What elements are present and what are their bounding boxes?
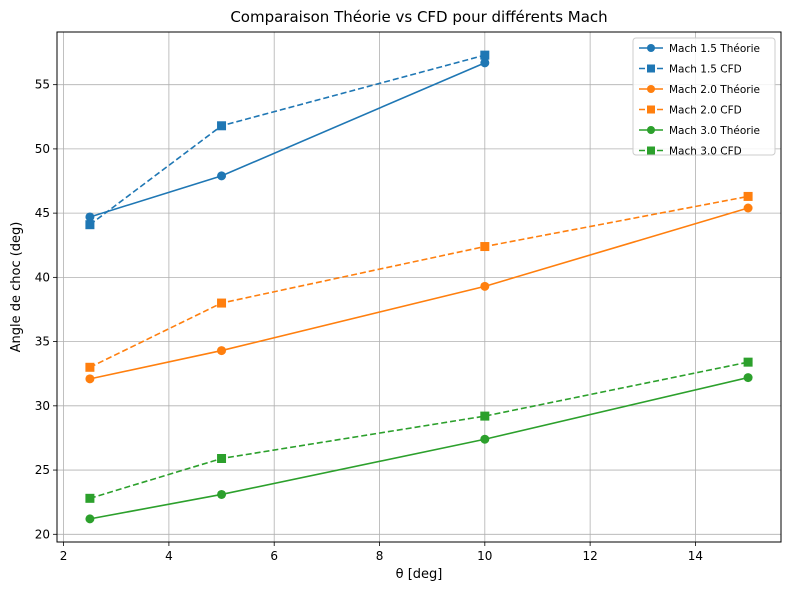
data-point (480, 434, 490, 444)
x-axis: 2 4 6 8 10 12 14 (60, 542, 703, 563)
data-point (743, 357, 753, 367)
data-point (85, 362, 95, 372)
series-mach-2-0-cfd (85, 191, 753, 372)
data-point (647, 64, 655, 73)
data-point (217, 171, 227, 181)
data-point (85, 220, 95, 230)
legend-label: Mach 1.5 CFD (669, 64, 742, 76)
series-line (89, 62, 486, 218)
legend-item: Mach 1.5 Théorie (639, 43, 760, 55)
data-point (85, 212, 95, 222)
legend-label: Mach 1.5 Théorie (669, 43, 760, 55)
data-point (480, 50, 490, 60)
data-point (480, 281, 490, 291)
legend-item: Mach 3.0 Théorie (639, 125, 760, 137)
x-tick-label: 14 (688, 549, 703, 563)
legend-item: Mach 1.5 CFD (639, 64, 742, 76)
data-point (217, 121, 227, 131)
y-axis: 20 25 30 35 40 45 50 55 (35, 78, 57, 541)
legend-item: Mach 2.0 Théorie (639, 84, 760, 96)
data-point (85, 374, 95, 384)
x-tick-label: 2 (60, 549, 68, 563)
y-tick-label: 50 (35, 142, 50, 156)
legend-box (632, 37, 776, 156)
data-point (647, 44, 655, 52)
x-tick-label: 8 (376, 549, 384, 563)
plot-series (85, 50, 753, 524)
y-tick-label: 25 (35, 463, 50, 477)
data-point (647, 146, 655, 155)
data-point (647, 105, 655, 114)
legend-label: Mach 3.0 Théorie (669, 125, 760, 137)
data-point (480, 242, 490, 252)
series-line (89, 376, 749, 520)
plot-frame (56, 31, 782, 543)
data-point (480, 58, 490, 68)
y-tick-label: 40 (35, 270, 50, 284)
series-line (89, 207, 749, 380)
y-axis-label: Angle de choc (deg) (9, 222, 24, 353)
series-line (89, 361, 749, 500)
series-line (89, 195, 749, 369)
x-tick-label: 12 (582, 549, 597, 563)
y-tick-label: 45 (35, 206, 50, 220)
data-point (743, 191, 753, 201)
data-point (647, 126, 655, 134)
y-tick-label: 20 (35, 527, 50, 541)
x-tick-label: 6 (270, 549, 278, 563)
data-point (647, 85, 655, 93)
data-point (217, 453, 227, 463)
legend-item: Mach 3.0 CFD (639, 146, 742, 158)
x-tick-label: 4 (165, 549, 173, 563)
y-tick-label: 55 (35, 78, 50, 92)
legend-label: Mach 2.0 CFD (669, 105, 742, 117)
data-point (85, 493, 95, 503)
series-mach-2-0-th-orie (85, 203, 753, 384)
chart-title: Comparaison Théorie vs CFD pour différen… (230, 8, 607, 26)
series-mach-3-0-cfd (85, 357, 753, 503)
data-point (743, 373, 753, 383)
legend-label: Mach 2.0 Théorie (669, 84, 760, 96)
x-tick-label: 10 (477, 549, 492, 563)
series-mach-3-0-th-orie (85, 373, 753, 524)
legend-item: Mach 2.0 CFD (639, 105, 742, 117)
y-tick-label: 35 (35, 335, 50, 349)
series-mach-1-5-th-orie (85, 58, 490, 222)
data-point (480, 411, 490, 421)
x-axis-label: θ [deg] (396, 567, 443, 582)
data-point (217, 346, 227, 356)
series-mach-1-5-cfd (85, 50, 490, 230)
data-point (743, 203, 753, 213)
legend-label: Mach 3.0 CFD (669, 146, 742, 158)
data-point (85, 514, 95, 524)
data-point (217, 489, 227, 499)
y-tick-label: 30 (35, 399, 50, 413)
data-point (217, 298, 227, 308)
legend: Mach 1.5 Théorie Mach 1.5 CFD Mach 2.0 Thé… (632, 37, 776, 158)
